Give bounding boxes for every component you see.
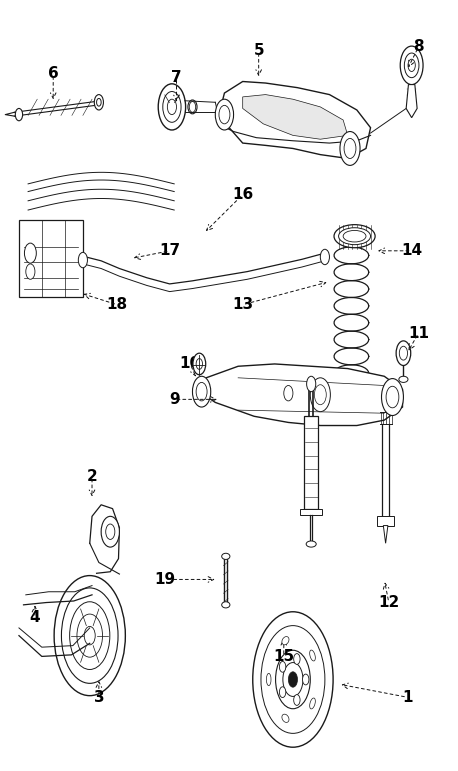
Ellipse shape [334,224,375,247]
Circle shape [284,386,293,401]
Circle shape [279,662,286,672]
Circle shape [294,695,300,705]
Circle shape [84,626,95,645]
Text: 4: 4 [30,611,40,625]
Circle shape [289,672,298,687]
Polygon shape [300,509,322,515]
Circle shape [408,59,415,72]
Circle shape [101,517,120,547]
Circle shape [404,53,419,78]
Circle shape [219,106,230,124]
Circle shape [192,376,211,407]
Circle shape [78,252,87,268]
Circle shape [314,385,326,405]
Ellipse shape [222,554,230,560]
Text: 19: 19 [154,572,175,587]
Text: 14: 14 [401,244,422,258]
Circle shape [303,674,309,685]
Circle shape [344,139,356,159]
Circle shape [189,102,196,113]
Circle shape [106,524,115,540]
Ellipse shape [282,637,289,645]
Circle shape [24,243,36,263]
Circle shape [77,614,103,657]
Circle shape [279,687,286,698]
Ellipse shape [267,673,271,685]
Circle shape [70,601,110,669]
Ellipse shape [306,541,316,547]
Text: 5: 5 [253,43,264,59]
Circle shape [261,625,325,733]
Text: 18: 18 [107,297,128,312]
Circle shape [196,382,207,401]
Text: 8: 8 [413,39,424,55]
Ellipse shape [338,227,371,244]
Text: 6: 6 [48,66,59,81]
Circle shape [26,264,35,279]
Polygon shape [383,526,388,544]
Text: 10: 10 [180,356,201,372]
Circle shape [196,359,202,369]
Text: 11: 11 [408,325,429,341]
Polygon shape [377,517,394,526]
Circle shape [15,109,22,121]
Circle shape [400,46,423,85]
Polygon shape [243,95,348,140]
Circle shape [396,341,411,365]
Ellipse shape [310,698,316,709]
Text: 12: 12 [378,595,399,610]
Text: 3: 3 [93,690,104,705]
Circle shape [399,346,408,360]
Circle shape [215,99,234,130]
Circle shape [253,611,333,747]
Text: 9: 9 [169,392,180,407]
Circle shape [163,92,181,123]
Circle shape [320,249,329,264]
Circle shape [61,588,118,683]
Circle shape [310,378,330,412]
Circle shape [294,654,300,665]
Text: 7: 7 [171,70,182,85]
Polygon shape [406,85,417,118]
Circle shape [386,386,399,408]
Text: 17: 17 [159,244,180,258]
Ellipse shape [310,650,316,661]
Ellipse shape [282,714,289,722]
Ellipse shape [188,100,197,114]
Polygon shape [304,416,318,509]
Ellipse shape [399,376,408,382]
Circle shape [306,376,316,392]
Circle shape [276,650,310,709]
Polygon shape [19,220,83,297]
Text: 1: 1 [402,690,412,705]
Text: 16: 16 [232,187,253,202]
Circle shape [283,662,303,696]
Circle shape [97,99,101,106]
Circle shape [340,132,360,166]
Text: 13: 13 [232,297,253,312]
Ellipse shape [343,231,366,242]
Text: 2: 2 [87,469,98,484]
Polygon shape [218,82,371,159]
Circle shape [382,379,403,416]
Circle shape [193,353,206,375]
Circle shape [94,95,104,110]
Circle shape [167,99,176,115]
Text: 15: 15 [273,649,294,664]
Polygon shape [197,364,403,426]
Circle shape [158,84,185,130]
Ellipse shape [222,601,230,608]
Circle shape [54,576,125,695]
